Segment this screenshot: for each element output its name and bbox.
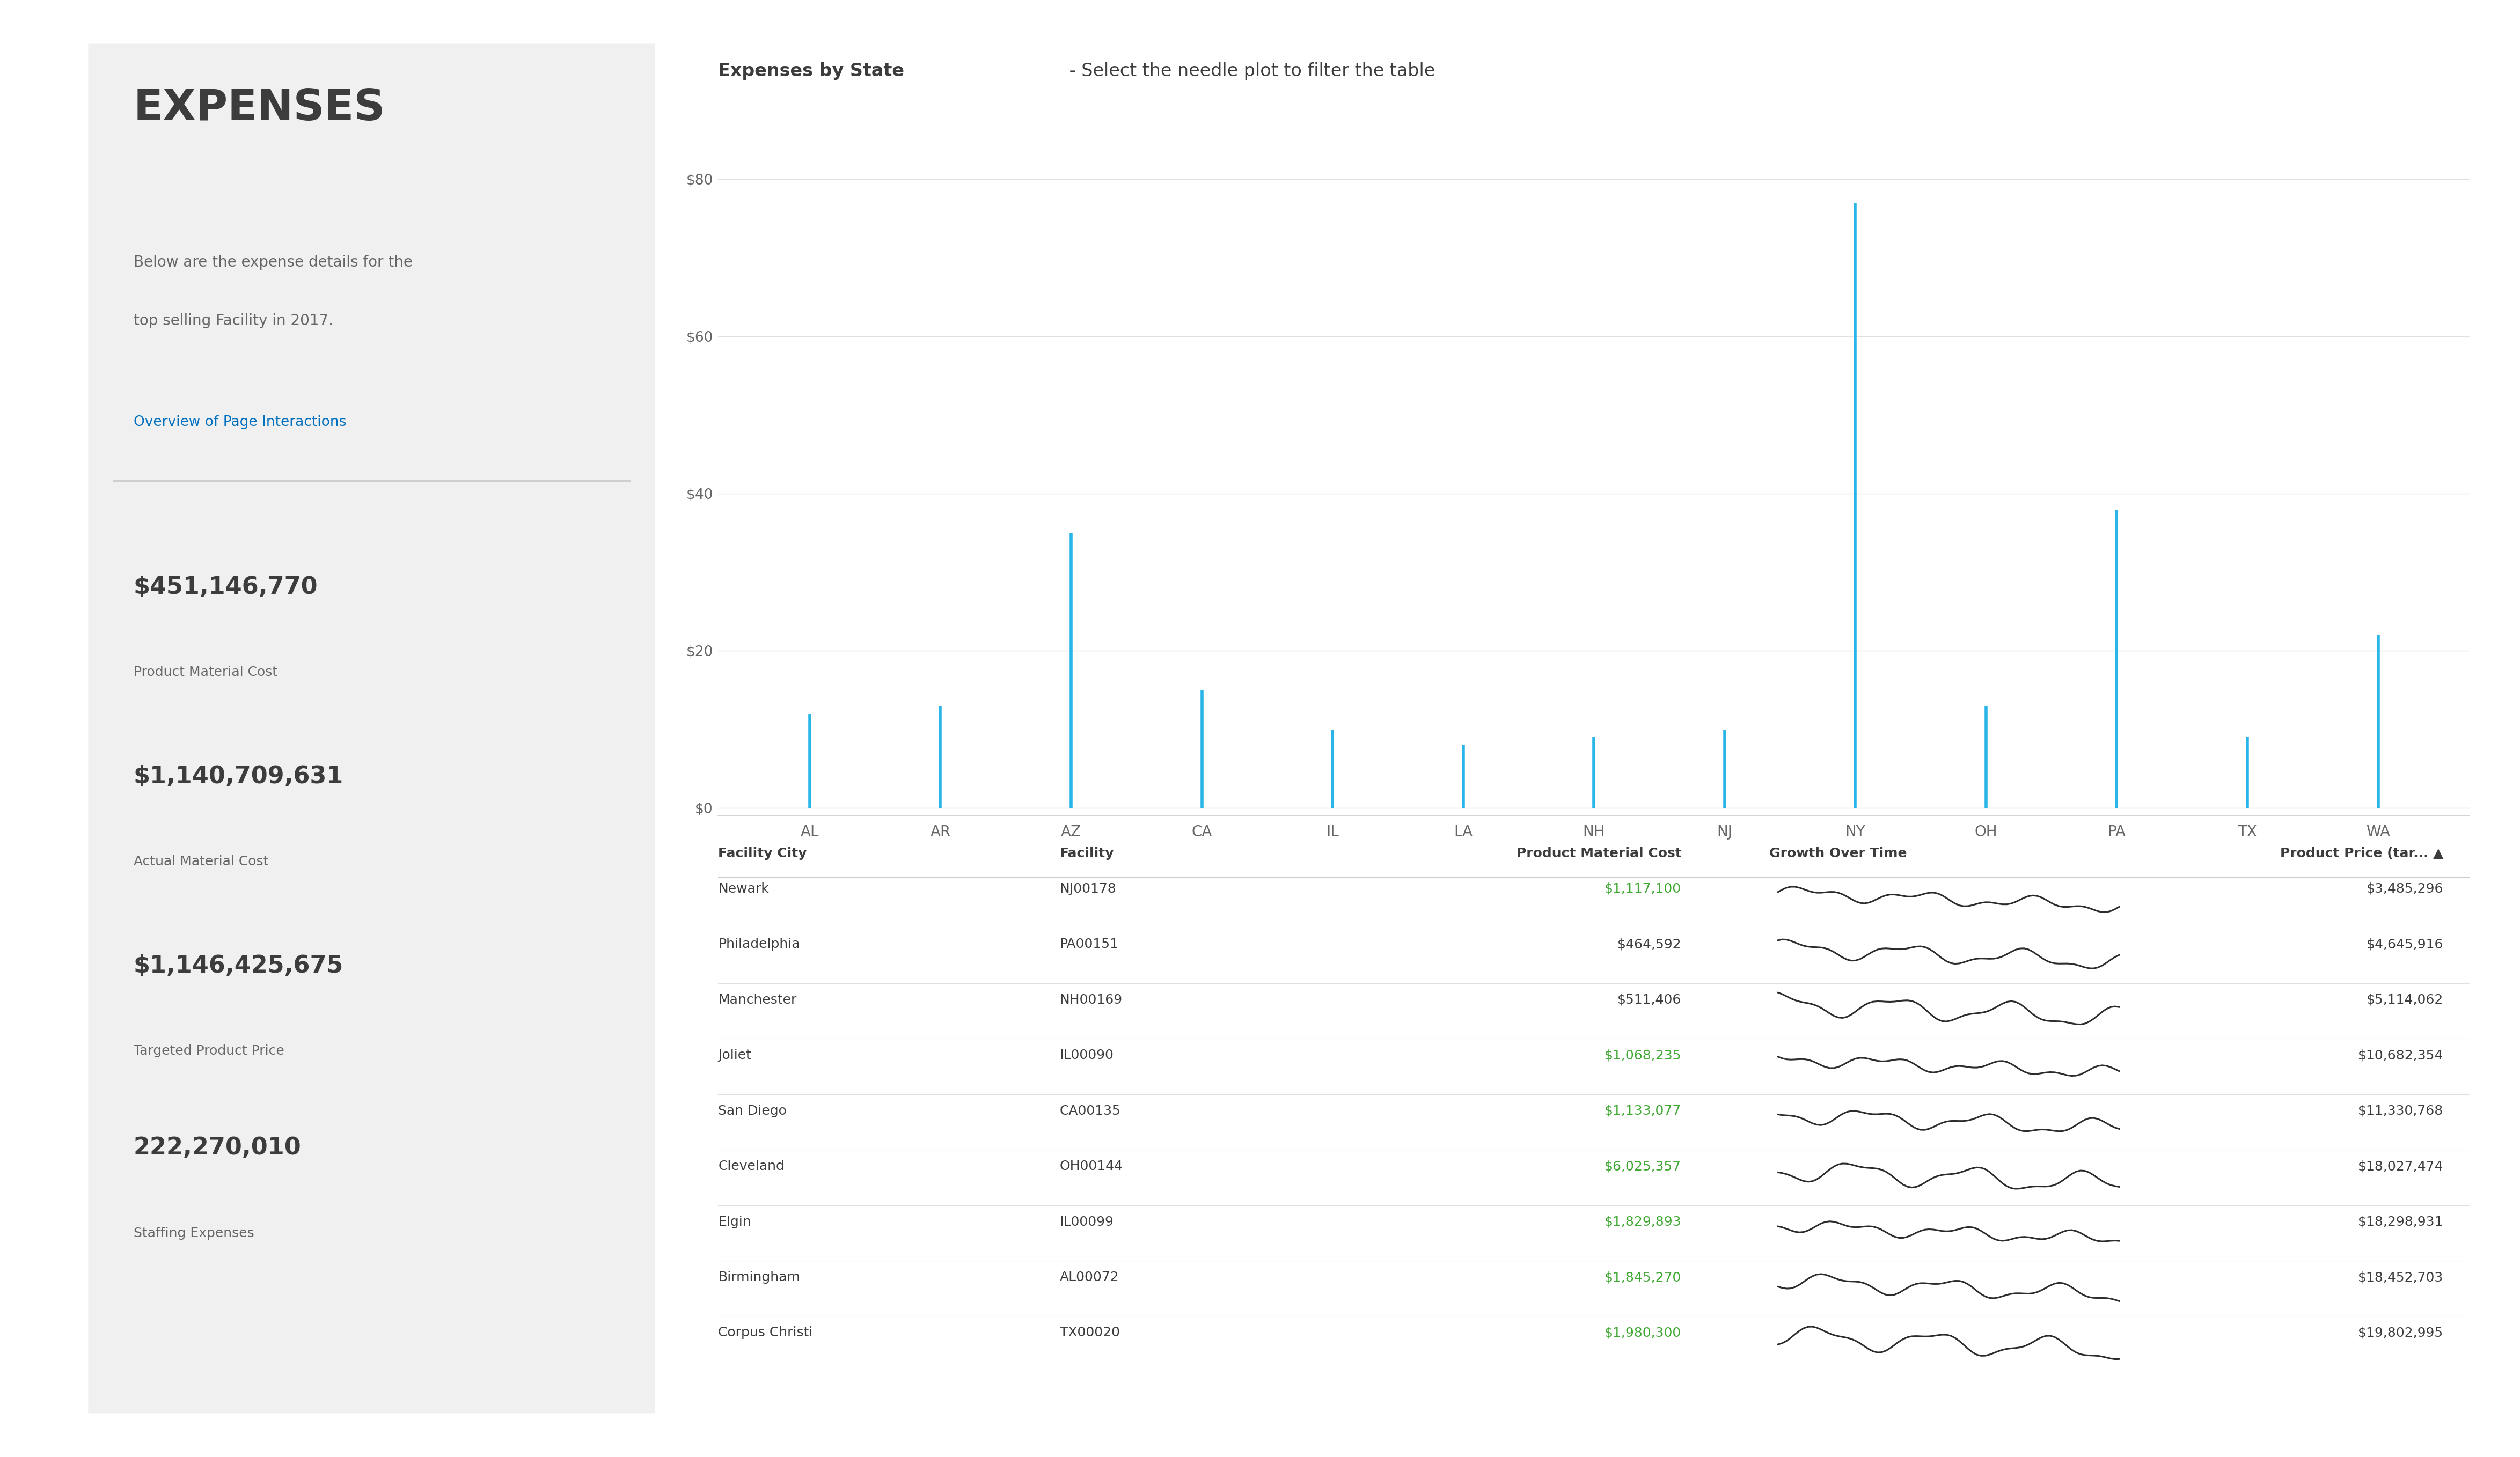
Text: $18,452,703: $18,452,703 (2359, 1271, 2444, 1284)
Text: CA00135: CA00135 (1061, 1104, 1121, 1118)
Text: $4,645,916: $4,645,916 (2366, 938, 2444, 951)
Text: 222,270,010: 222,270,010 (134, 1136, 302, 1160)
Text: Expenses by State: Expenses by State (718, 63, 905, 80)
Text: Facility: Facility (1061, 847, 1114, 860)
Text: IL00090: IL00090 (1061, 1049, 1114, 1062)
Text: $18,298,931: $18,298,931 (2359, 1215, 2444, 1228)
Text: $10,682,354: $10,682,354 (2359, 1049, 2444, 1062)
Text: NJ00178: NJ00178 (1061, 883, 1116, 895)
Text: IL00099: IL00099 (1061, 1215, 1114, 1228)
Text: $1,829,893: $1,829,893 (1605, 1215, 1681, 1228)
Text: Product Price (tar... ▲: Product Price (tar... ▲ (2281, 847, 2444, 860)
Text: Below are the expense details for the: Below are the expense details for the (134, 255, 413, 270)
Text: $11,330,768: $11,330,768 (2359, 1104, 2444, 1118)
Text: $451,146,770: $451,146,770 (134, 576, 318, 599)
Text: Product Material Cost: Product Material Cost (1517, 847, 1681, 860)
Text: - Select the needle plot to filter the table: - Select the needle plot to filter the t… (1063, 63, 1434, 80)
Text: TX00020: TX00020 (1061, 1326, 1119, 1339)
Text: $464,592: $464,592 (1618, 938, 1681, 951)
Text: Product Material Cost: Product Material Cost (134, 666, 277, 679)
Text: Newark: Newark (718, 883, 769, 895)
Text: Corpus Christi: Corpus Christi (718, 1326, 814, 1339)
Text: $19,802,995: $19,802,995 (2359, 1326, 2444, 1339)
Text: Manchester: Manchester (718, 994, 796, 1007)
Text: EXPENSES: EXPENSES (134, 87, 386, 130)
Text: NH00169: NH00169 (1061, 994, 1121, 1007)
Text: Growth Over Time: Growth Over Time (1769, 847, 1908, 860)
Text: $1,140,709,631: $1,140,709,631 (134, 765, 343, 788)
Text: $1,068,235: $1,068,235 (1605, 1049, 1681, 1062)
Text: Philadelphia: Philadelphia (718, 938, 799, 951)
Text: $1,845,270: $1,845,270 (1605, 1271, 1681, 1284)
Text: Actual Material Cost: Actual Material Cost (134, 855, 270, 868)
Text: Joliet: Joliet (718, 1049, 751, 1062)
Text: Staffing Expenses: Staffing Expenses (134, 1227, 255, 1240)
Text: $1,133,077: $1,133,077 (1605, 1104, 1681, 1118)
Text: Targeted Product Price: Targeted Product Price (134, 1045, 285, 1058)
Text: $1,146,425,675: $1,146,425,675 (134, 954, 343, 978)
Text: $3,485,296: $3,485,296 (2366, 883, 2444, 895)
Text: $1,980,300: $1,980,300 (1605, 1326, 1681, 1339)
Text: $5,114,062: $5,114,062 (2366, 994, 2444, 1007)
Text: top selling Facility in 2017.: top selling Facility in 2017. (134, 313, 333, 328)
Text: Cleveland: Cleveland (718, 1160, 784, 1173)
Text: San Diego: San Diego (718, 1104, 786, 1118)
Text: Elgin: Elgin (718, 1215, 751, 1228)
Text: $6,025,357: $6,025,357 (1605, 1160, 1681, 1173)
Text: PA00151: PA00151 (1061, 938, 1119, 951)
Text: AL00072: AL00072 (1061, 1271, 1119, 1284)
Text: $511,406: $511,406 (1618, 994, 1681, 1007)
Text: Birmingham: Birmingham (718, 1271, 801, 1284)
Text: OH00144: OH00144 (1061, 1160, 1124, 1173)
Text: $18,027,474: $18,027,474 (2359, 1160, 2444, 1173)
Text: Facility City: Facility City (718, 847, 806, 860)
Text: Overview of Page Interactions: Overview of Page Interactions (134, 415, 345, 430)
Text: $1,117,100: $1,117,100 (1605, 883, 1681, 895)
